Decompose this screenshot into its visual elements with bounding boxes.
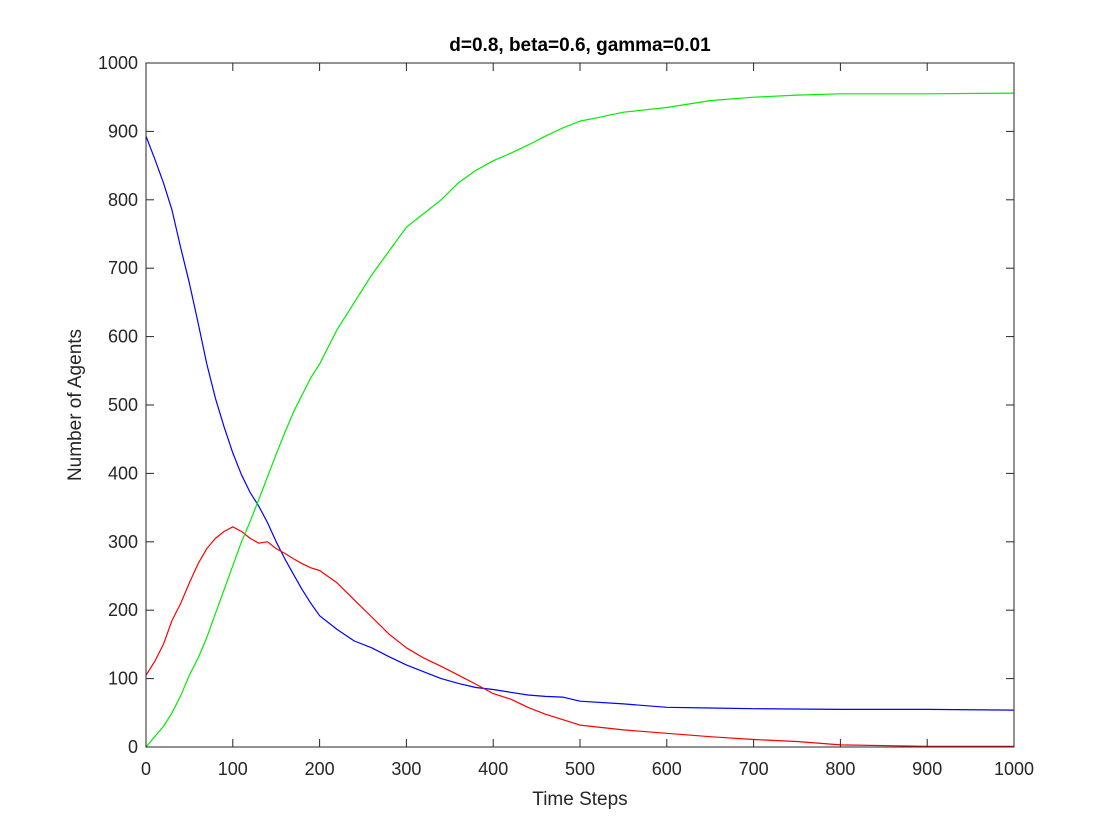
y-tick-label: 100	[108, 669, 138, 689]
x-tick-label: 100	[218, 759, 248, 779]
series-line-1	[145, 526, 1014, 747]
y-tick-label: 700	[108, 258, 138, 278]
y-tick-label: 0	[128, 737, 138, 757]
y-tick-label: 300	[108, 532, 138, 552]
y-tick-label: 900	[108, 121, 138, 141]
y-tick-label: 400	[108, 463, 138, 483]
chart-title: d=0.8, beta=0.6, gamma=0.01	[449, 35, 711, 56]
x-tick-label: 1000	[994, 759, 1034, 779]
x-tick-label: 200	[305, 759, 335, 779]
x-tick-label: 0	[141, 759, 151, 779]
y-tick-label: 200	[108, 600, 138, 620]
y-tick-label: 1000	[98, 53, 138, 73]
x-tick-label: 500	[565, 759, 595, 779]
x-tick-label: 700	[739, 759, 769, 779]
y-tick-label: 500	[108, 395, 138, 415]
plot-background	[146, 63, 1014, 747]
y-tick-label: 800	[108, 190, 138, 210]
x-tick-label: 600	[652, 759, 682, 779]
x-tick-label: 400	[478, 759, 508, 779]
x-tick-label: 800	[825, 759, 855, 779]
series-layer	[145, 92, 1015, 748]
x-tick-label: 900	[912, 759, 942, 779]
series-line-0	[145, 135, 1015, 711]
series-line-2	[145, 92, 1015, 748]
tick-layer: 0 100 200 300 400 500 600 700 800 900 1000 0 100 200 3…	[98, 53, 1034, 779]
y-axis-label: Number of Agents	[65, 329, 86, 481]
x-axis-label: Time Steps	[532, 789, 627, 810]
x-tick-label: 300	[391, 759, 421, 779]
y-tick-label: 600	[108, 327, 138, 347]
